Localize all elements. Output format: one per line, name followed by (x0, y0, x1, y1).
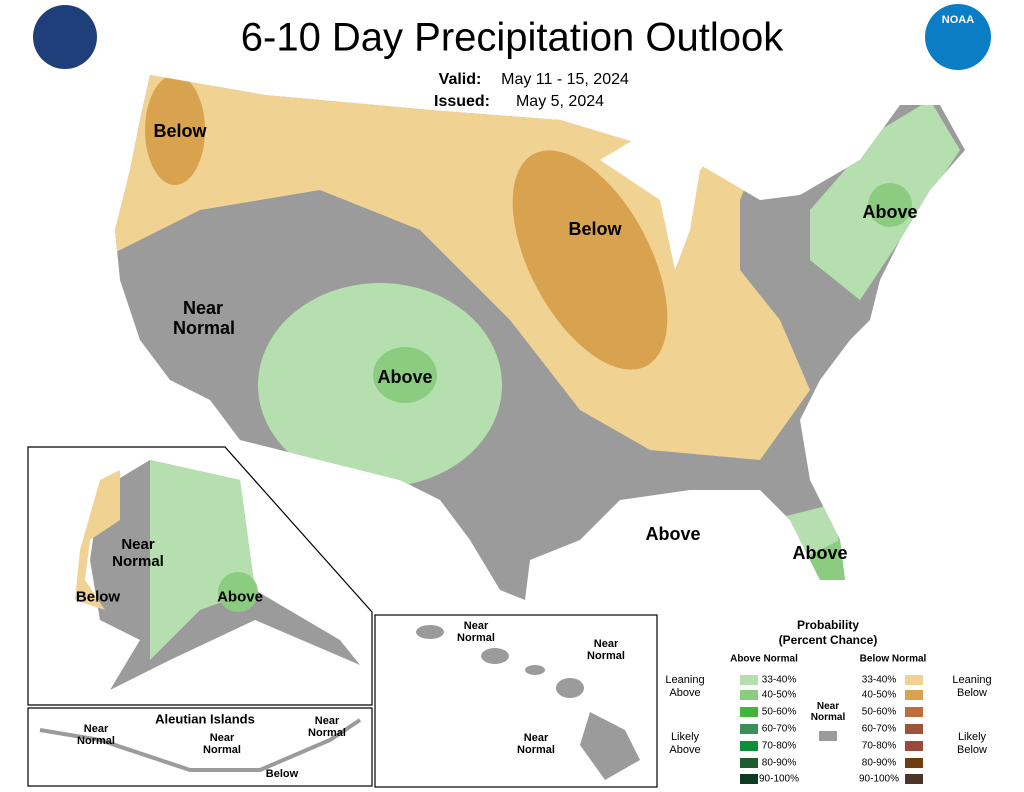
noaa-logo (925, 4, 991, 70)
issued-label: Issued: (433, 93, 491, 110)
aleutian-label: Near Normal (203, 732, 241, 756)
legend-near: Near Normal (810, 701, 846, 723)
aleutian-label: Near Normal (308, 715, 346, 739)
alaska-label: Above (217, 588, 263, 606)
legend-range: 70-80% (861, 740, 897, 752)
hawaii-label: Near Normal (517, 732, 555, 756)
legend-heading: Above Normal (730, 653, 798, 665)
aleutian-title: Aleutian Islands (155, 711, 255, 727)
aleutian-label: Near Normal (77, 723, 115, 747)
title: 6-10 Day Precipitation Outlook (240, 15, 784, 60)
legend-range: 33-40% (761, 674, 797, 686)
legend-range: 80-90% (761, 757, 797, 769)
alaska-label: Near Normal (112, 536, 164, 570)
map-label: Above (377, 367, 433, 387)
legend-subtitle: (Percent Chance) (778, 633, 878, 647)
commerce-seal (33, 5, 97, 69)
map-label: Above (862, 202, 918, 222)
legend-range: 50-60% (861, 706, 897, 718)
legend-swatches (740, 675, 923, 784)
legend-range: 70-80% (761, 740, 797, 752)
legend-heading: Below Normal (859, 653, 927, 665)
legend-range: 90-100% (758, 773, 800, 785)
legend-range: 80-90% (861, 757, 897, 769)
hawaii-label: Near Normal (457, 620, 495, 644)
legend-range: 60-70% (861, 723, 897, 735)
legend-range: 40-50% (861, 689, 897, 701)
map-label: Below (568, 219, 622, 239)
hawaii-label: Near Normal (587, 638, 625, 662)
alaska-label: Below (75, 588, 121, 606)
legend-group: Likely Above (669, 731, 701, 756)
logo-text: NOAA (941, 14, 975, 26)
map-label: Above (792, 543, 848, 563)
legend-range: 40-50% (761, 689, 797, 701)
issued: May 5, 2024 (515, 93, 605, 110)
valid-label: Valid: (438, 71, 482, 88)
legend-range: 50-60% (761, 706, 797, 718)
legend-group: Likely Below (957, 731, 987, 756)
map-label: Near Normal (173, 298, 236, 338)
legend-range: 60-70% (761, 723, 797, 735)
legend-title: Probability (796, 618, 860, 632)
map-label: Below (153, 121, 207, 141)
legend-group: Leaning Below (952, 674, 992, 699)
legend-group: Leaning Above (665, 674, 705, 699)
valid: May 11 - 15, 2024 (501, 71, 629, 88)
map-label: Above (645, 524, 701, 544)
legend-range: 33-40% (861, 674, 897, 686)
aleutian-label: Below (265, 768, 299, 780)
legend-range: 90-100% (858, 773, 900, 785)
